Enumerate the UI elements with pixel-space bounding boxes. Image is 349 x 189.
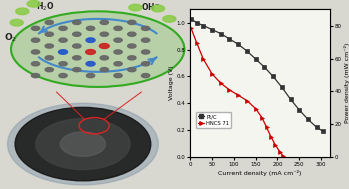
Circle shape	[10, 19, 23, 26]
Circle shape	[100, 56, 109, 60]
Circle shape	[129, 4, 142, 11]
Circle shape	[45, 44, 53, 48]
Circle shape	[59, 74, 67, 78]
Y-axis label: Voltage (V): Voltage (V)	[169, 66, 174, 101]
Circle shape	[86, 50, 96, 54]
Circle shape	[45, 20, 53, 25]
Circle shape	[114, 50, 122, 54]
Circle shape	[163, 15, 176, 22]
Circle shape	[73, 20, 81, 25]
Circle shape	[31, 74, 40, 78]
Circle shape	[31, 38, 40, 42]
Text: H$_2$O: H$_2$O	[36, 0, 54, 13]
Circle shape	[99, 44, 109, 49]
Circle shape	[73, 68, 81, 72]
Circle shape	[128, 68, 136, 72]
Circle shape	[128, 20, 136, 25]
Circle shape	[141, 26, 150, 30]
Circle shape	[128, 56, 136, 60]
Circle shape	[114, 74, 122, 78]
Circle shape	[73, 32, 81, 36]
Circle shape	[87, 26, 95, 30]
Circle shape	[8, 103, 158, 185]
Circle shape	[59, 62, 67, 66]
Circle shape	[141, 38, 150, 42]
Circle shape	[59, 38, 67, 42]
Circle shape	[141, 74, 150, 78]
Circle shape	[114, 38, 122, 42]
Circle shape	[31, 50, 40, 54]
Text: O$_2$: O$_2$	[5, 32, 17, 44]
Circle shape	[128, 32, 136, 36]
Circle shape	[128, 44, 136, 48]
Circle shape	[45, 68, 53, 72]
X-axis label: Current density (mA cm⁻²): Current density (mA cm⁻²)	[218, 170, 302, 176]
Text: OH$^-$: OH$^-$	[141, 1, 161, 12]
Circle shape	[141, 50, 150, 54]
Circle shape	[100, 32, 109, 36]
Circle shape	[114, 62, 122, 66]
Circle shape	[45, 56, 53, 60]
Circle shape	[15, 107, 151, 181]
Circle shape	[151, 5, 165, 12]
Circle shape	[60, 132, 105, 156]
Circle shape	[100, 20, 109, 25]
Circle shape	[27, 1, 40, 7]
Circle shape	[87, 74, 95, 78]
Circle shape	[31, 62, 40, 66]
Circle shape	[16, 8, 29, 15]
Circle shape	[86, 62, 95, 66]
Circle shape	[114, 26, 122, 30]
Legend: Pt/C, HNCS 71: Pt/C, HNCS 71	[196, 112, 231, 128]
Circle shape	[36, 119, 130, 170]
Circle shape	[141, 62, 150, 66]
Circle shape	[73, 44, 81, 48]
Circle shape	[73, 56, 81, 60]
Ellipse shape	[11, 11, 184, 87]
Circle shape	[45, 32, 53, 36]
Circle shape	[31, 26, 40, 30]
Y-axis label: Power density (mW cm⁻²): Power density (mW cm⁻²)	[344, 43, 349, 123]
Circle shape	[100, 68, 109, 72]
Circle shape	[59, 50, 68, 54]
Circle shape	[86, 38, 95, 43]
Circle shape	[59, 26, 67, 30]
